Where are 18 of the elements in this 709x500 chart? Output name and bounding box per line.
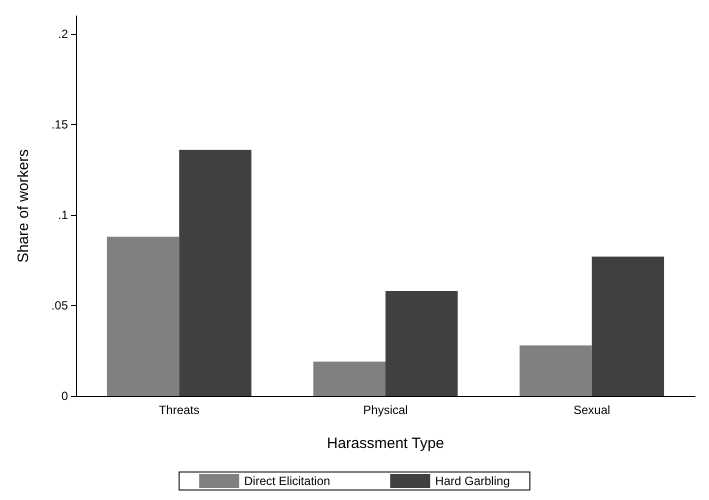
bar: [520, 345, 592, 396]
y-tick-label: .1: [58, 208, 68, 222]
y-tick-label: 0: [61, 389, 68, 403]
y-tick-label: .05: [51, 298, 68, 313]
x-tick-label: Threats: [158, 403, 200, 417]
bar: [386, 291, 458, 396]
bar: [313, 362, 386, 396]
y-axis-title: Share of workers: [15, 149, 32, 263]
bar: [592, 256, 664, 396]
x-tick-label: Sexual: [573, 403, 610, 417]
legend-label: Hard Garbling: [435, 474, 510, 488]
legend-label: Direct Elicitation: [244, 474, 330, 488]
x-axis-title: Harassment Type: [326, 435, 444, 452]
bar: [106, 236, 180, 396]
y-tick-label: .15: [51, 118, 68, 132]
y-tick-label: .2: [58, 27, 68, 42]
bar: [179, 150, 252, 396]
x-tick-label: Physical: [363, 403, 408, 417]
